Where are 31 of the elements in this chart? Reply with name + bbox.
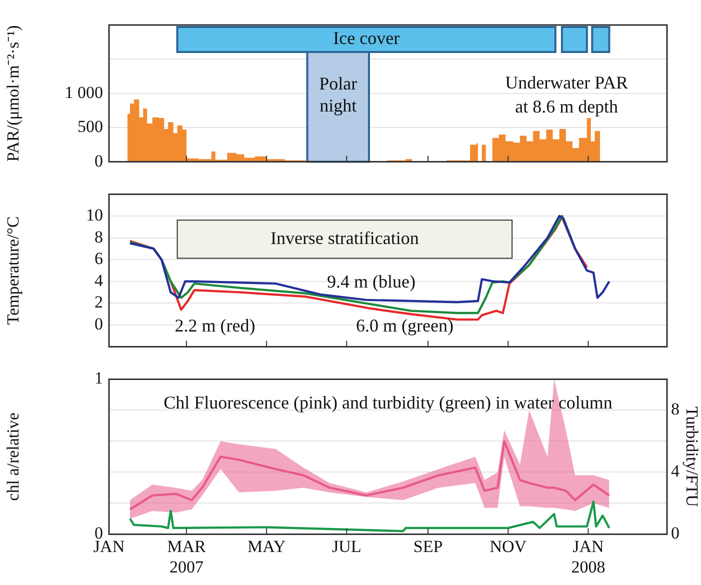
y2-axis-title: Turbidity/FTU xyxy=(682,406,701,507)
text: Chl Fluorescence (pink) and turbidity (green) in water column xyxy=(164,392,612,413)
y-axis-title: PAR/(μmol·m⁻²·s⁻¹) xyxy=(4,25,23,162)
y2-tick-label: 0 xyxy=(671,524,680,543)
x-tick-label: MAR 2007 xyxy=(167,536,206,576)
band-label: Polar night xyxy=(319,74,358,116)
y-tick-label: 4 xyxy=(94,270,104,290)
y-tick-label: 0 xyxy=(94,151,103,170)
y-tick-label: 8 xyxy=(94,227,103,246)
series-label: 6.0 m (green) xyxy=(356,316,454,336)
y-tick-label: 1 000 xyxy=(64,82,103,102)
annotation: Underwater PAR at 8.6 m depth xyxy=(505,72,628,117)
x-tick-label: SEP xyxy=(413,536,443,556)
band-label: Inverse stratification xyxy=(270,228,419,248)
y-axis-title: Temperature/°C xyxy=(4,216,23,325)
y-tick-label: 2 xyxy=(94,292,103,312)
x-tick-label: JUL xyxy=(332,536,362,556)
y-tick-label: 6 xyxy=(94,249,103,268)
y-tick-label: 10 xyxy=(86,205,103,224)
y-tick-label: 0 xyxy=(94,314,103,334)
y2-tick-label: 8 xyxy=(671,400,680,419)
x-tick-label: JAN 2008 xyxy=(571,536,606,576)
series-label: 9.4 m (blue) xyxy=(327,271,416,292)
band-label: Ice cover xyxy=(333,28,400,48)
y-tick-label: 500 xyxy=(78,117,103,136)
series-label: 2.2 m (red) xyxy=(174,316,256,336)
x-tick-label: NOV xyxy=(490,536,528,556)
x-tick-label: MAY xyxy=(248,536,286,556)
y-axis-title: chl a/relative xyxy=(4,412,23,501)
y-tick-label: 1 xyxy=(94,368,103,388)
y2-tick-label: 4 xyxy=(671,462,680,481)
